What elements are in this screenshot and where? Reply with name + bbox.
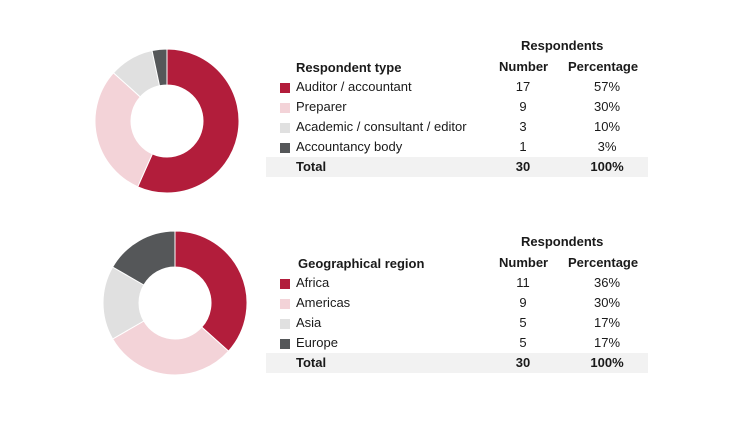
legend-swatch	[280, 319, 290, 329]
total-number: 30	[515, 355, 531, 370]
legend-swatch	[280, 339, 290, 349]
geographical-region-table: Respondents Geographical region Number P…	[266, 226, 656, 376]
table-row: Academic / consultant / editor 3 10%	[266, 117, 648, 137]
table-total-row: Total 30 100%	[266, 157, 648, 177]
table-row: Accountancy body 1 3%	[266, 137, 648, 157]
row-percentage: 3%	[597, 139, 617, 154]
donut-slice-europe	[111, 230, 176, 286]
row-number: 3	[519, 119, 527, 134]
row-label: Preparer	[296, 99, 347, 114]
row-label: Accountancy body	[296, 139, 403, 154]
legend-swatch	[280, 103, 290, 113]
legend-swatch	[280, 143, 290, 153]
donut-slice-preparer	[94, 72, 154, 188]
total-percentage: 100%	[590, 159, 624, 174]
respondent-type-donut-chart	[94, 48, 240, 194]
respondent-type-table: Respondents Respondent type Number Perce…	[266, 30, 656, 180]
legend-swatch	[280, 123, 290, 133]
row-number: 17	[515, 79, 531, 94]
row-number: 9	[519, 295, 527, 310]
donut-slice-africa	[174, 230, 248, 352]
table-row: Americas 9 30%	[266, 293, 648, 313]
row-label: Academic / consultant / editor	[296, 119, 467, 134]
row-label: Asia	[296, 315, 322, 330]
percentage-header: Percentage	[568, 59, 639, 74]
respondents-group-header: Respondents	[521, 38, 604, 53]
legend-swatch	[280, 279, 290, 289]
respondent-type-header: Respondent type	[296, 60, 402, 75]
total-number: 30	[515, 159, 531, 174]
donut-slice-accountancy-body	[151, 48, 168, 87]
total-percentage: 100%	[590, 355, 624, 370]
row-percentage: 30%	[593, 295, 621, 310]
respondents-group-header: Respondents	[521, 234, 604, 249]
respondent-type-section: Respondents Respondent type Number Perce…	[0, 30, 752, 194]
row-percentage: 36%	[593, 275, 621, 290]
row-label: Africa	[296, 275, 330, 290]
row-label: Auditor / accountant	[296, 79, 412, 94]
row-percentage: 17%	[593, 315, 621, 330]
row-percentage: 10%	[593, 119, 621, 134]
row-percentage: 30%	[593, 99, 621, 114]
geographical-region-donut-chart	[102, 230, 248, 376]
row-label: Americas	[296, 295, 351, 310]
table-row: Europe 5 17%	[266, 333, 648, 353]
number-header: Number	[499, 59, 549, 74]
donut-slice-auditor-accountant	[137, 48, 240, 194]
donut-slice-americas	[111, 320, 230, 376]
row-number: 9	[519, 99, 527, 114]
row-percentage: 17%	[593, 335, 621, 350]
legend-swatch	[280, 83, 290, 93]
geographical-region-header: Geographical region	[298, 256, 425, 271]
geographical-region-section: Respondents Geographical region Number P…	[0, 226, 752, 386]
total-label: Total	[296, 159, 327, 174]
number-header: Number	[499, 255, 549, 270]
total-label: Total	[296, 355, 327, 370]
table-row: Africa 11 36%	[266, 273, 648, 293]
row-number: 5	[519, 335, 527, 350]
table-row: Asia 5 17%	[266, 313, 648, 333]
row-number: 11	[516, 275, 530, 290]
row-number: 1	[519, 139, 527, 154]
legend-swatch	[280, 299, 290, 309]
table-row: Preparer 9 30%	[266, 97, 648, 117]
percentage-header: Percentage	[568, 255, 639, 270]
row-label: Europe	[296, 335, 338, 350]
row-number: 5	[519, 315, 527, 330]
table-row: Auditor / accountant 17 57%	[266, 77, 648, 97]
row-percentage: 57%	[593, 79, 621, 94]
table-total-row: Total 30 100%	[266, 353, 648, 373]
